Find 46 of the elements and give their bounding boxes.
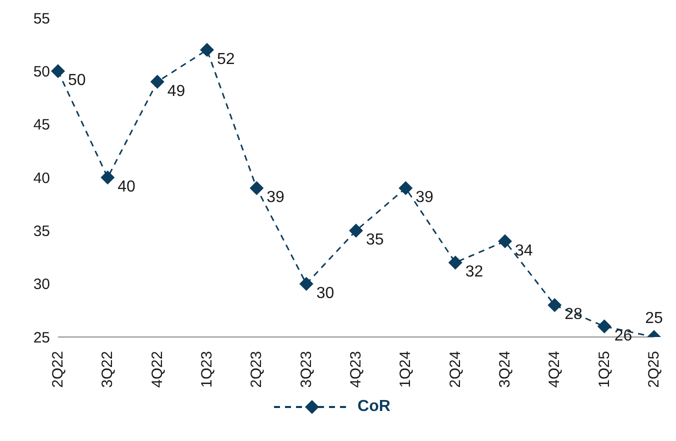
data-label: 26: [614, 327, 632, 344]
data-label: 35: [366, 232, 384, 249]
data-label: 25: [645, 310, 663, 327]
legend-label: CoR: [358, 398, 390, 416]
point: [597, 319, 612, 334]
y-tick-label: 55: [33, 10, 50, 28]
point: [299, 276, 314, 291]
point: [51, 64, 65, 78]
x-tick-label: 1Q25: [596, 351, 613, 388]
data-label: 40: [118, 178, 136, 196]
point: [349, 224, 363, 238]
point: [548, 298, 562, 312]
point: [498, 234, 512, 248]
y-tick-label: 40: [33, 170, 50, 187]
x-tick-label: 1Q24: [397, 351, 414, 388]
y-tick-label: 50: [33, 63, 50, 80]
y-tick-label: 45: [33, 116, 50, 134]
data-label: 28: [564, 306, 583, 324]
point: [448, 256, 462, 270]
x-tick-label: 4Q22: [148, 351, 166, 388]
x-tick-label: 4Q24: [546, 351, 564, 388]
x-tick-label: 2Q25: [646, 351, 662, 388]
data-label: 34: [515, 242, 533, 260]
point: [250, 181, 264, 196]
point: [150, 74, 164, 89]
y-tick-label: 25: [33, 329, 50, 346]
data-label: 49: [167, 82, 186, 100]
x-tick-label: 2Q22: [50, 351, 66, 388]
point: [398, 181, 413, 196]
x-tick-label: 3Q23: [298, 351, 315, 388]
x-tick-label: 1Q23: [198, 351, 216, 388]
data-label: 32: [465, 264, 484, 281]
point: [200, 42, 214, 57]
data-label: 50: [68, 72, 86, 90]
data-label: 39: [416, 189, 434, 206]
y-tick-label: 35: [33, 222, 50, 240]
y-tick-label: 30: [33, 276, 50, 294]
x-tick-label: 2Q24: [446, 351, 464, 388]
x-tick-label: 2Q23: [248, 351, 266, 388]
x-tick-label: 3Q22: [99, 351, 116, 388]
data-label: 52: [217, 50, 235, 68]
data-label: 39: [266, 189, 285, 206]
data-label: 30: [316, 284, 334, 302]
point: [100, 170, 115, 184]
x-tick-label: 3Q24: [496, 351, 514, 388]
x-tick-label: 4Q23: [348, 351, 364, 388]
